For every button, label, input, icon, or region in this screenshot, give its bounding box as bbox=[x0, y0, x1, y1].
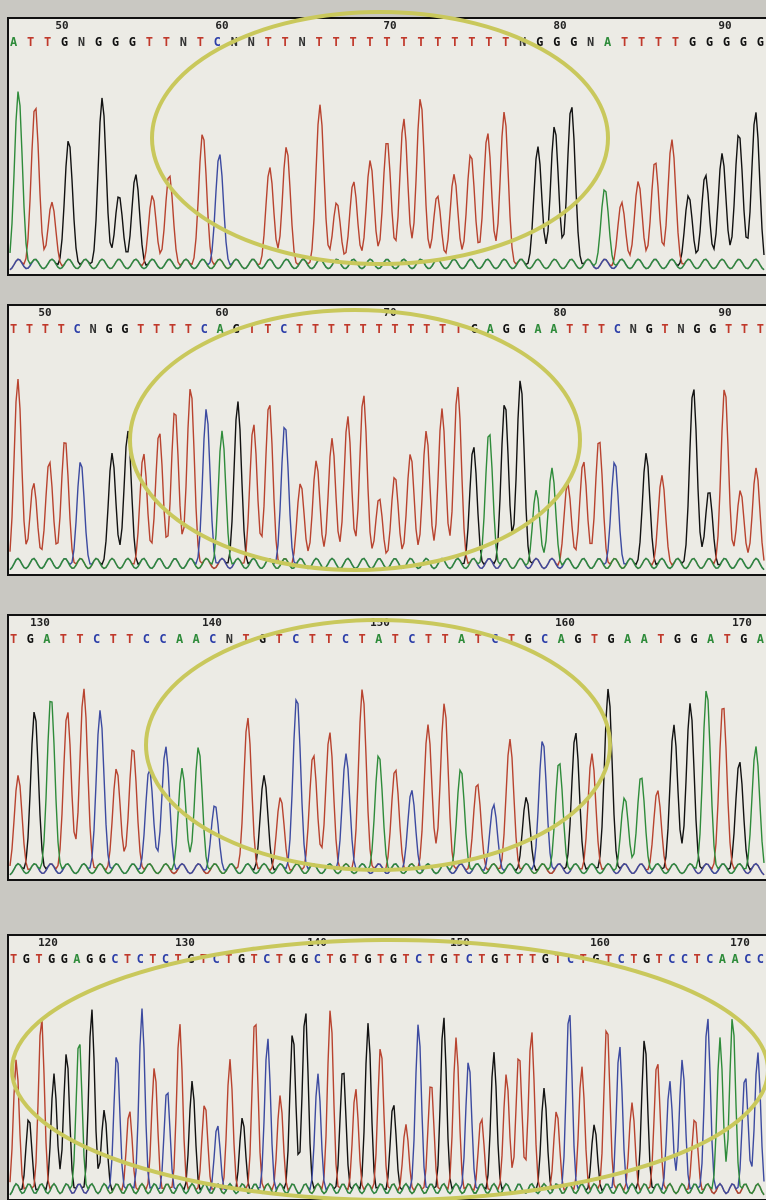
position-label: 170 bbox=[732, 616, 752, 629]
position-label: 50 bbox=[55, 19, 68, 32]
position-label: 80 bbox=[553, 306, 566, 319]
position-label: 70 bbox=[383, 19, 396, 32]
position-label: 160 bbox=[590, 936, 610, 949]
position-label: 130 bbox=[175, 936, 195, 949]
position-label: 120 bbox=[38, 936, 58, 949]
position-label: 130 bbox=[30, 616, 50, 629]
position-label: 170 bbox=[730, 936, 750, 949]
panel-frame bbox=[8, 18, 766, 275]
position-label: 50 bbox=[38, 306, 51, 319]
position-label: 60 bbox=[215, 306, 228, 319]
position-label: 60 bbox=[215, 19, 228, 32]
position-label: 140 bbox=[202, 616, 222, 629]
chromatogram-figure: 5060708090ATTGNGGGTTNTCNNTTNTTTTTTTTTTTT… bbox=[0, 0, 766, 1200]
position-label: 90 bbox=[718, 19, 731, 32]
position-label: 150 bbox=[370, 616, 390, 629]
position-label: 90 bbox=[718, 306, 731, 319]
position-label: 80 bbox=[553, 19, 566, 32]
position-label: 160 bbox=[555, 616, 575, 629]
